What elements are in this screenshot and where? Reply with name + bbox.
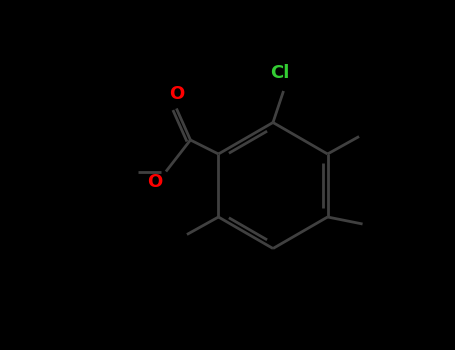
Text: O: O (147, 173, 162, 191)
Text: O: O (169, 85, 184, 103)
Text: Cl: Cl (270, 64, 290, 82)
